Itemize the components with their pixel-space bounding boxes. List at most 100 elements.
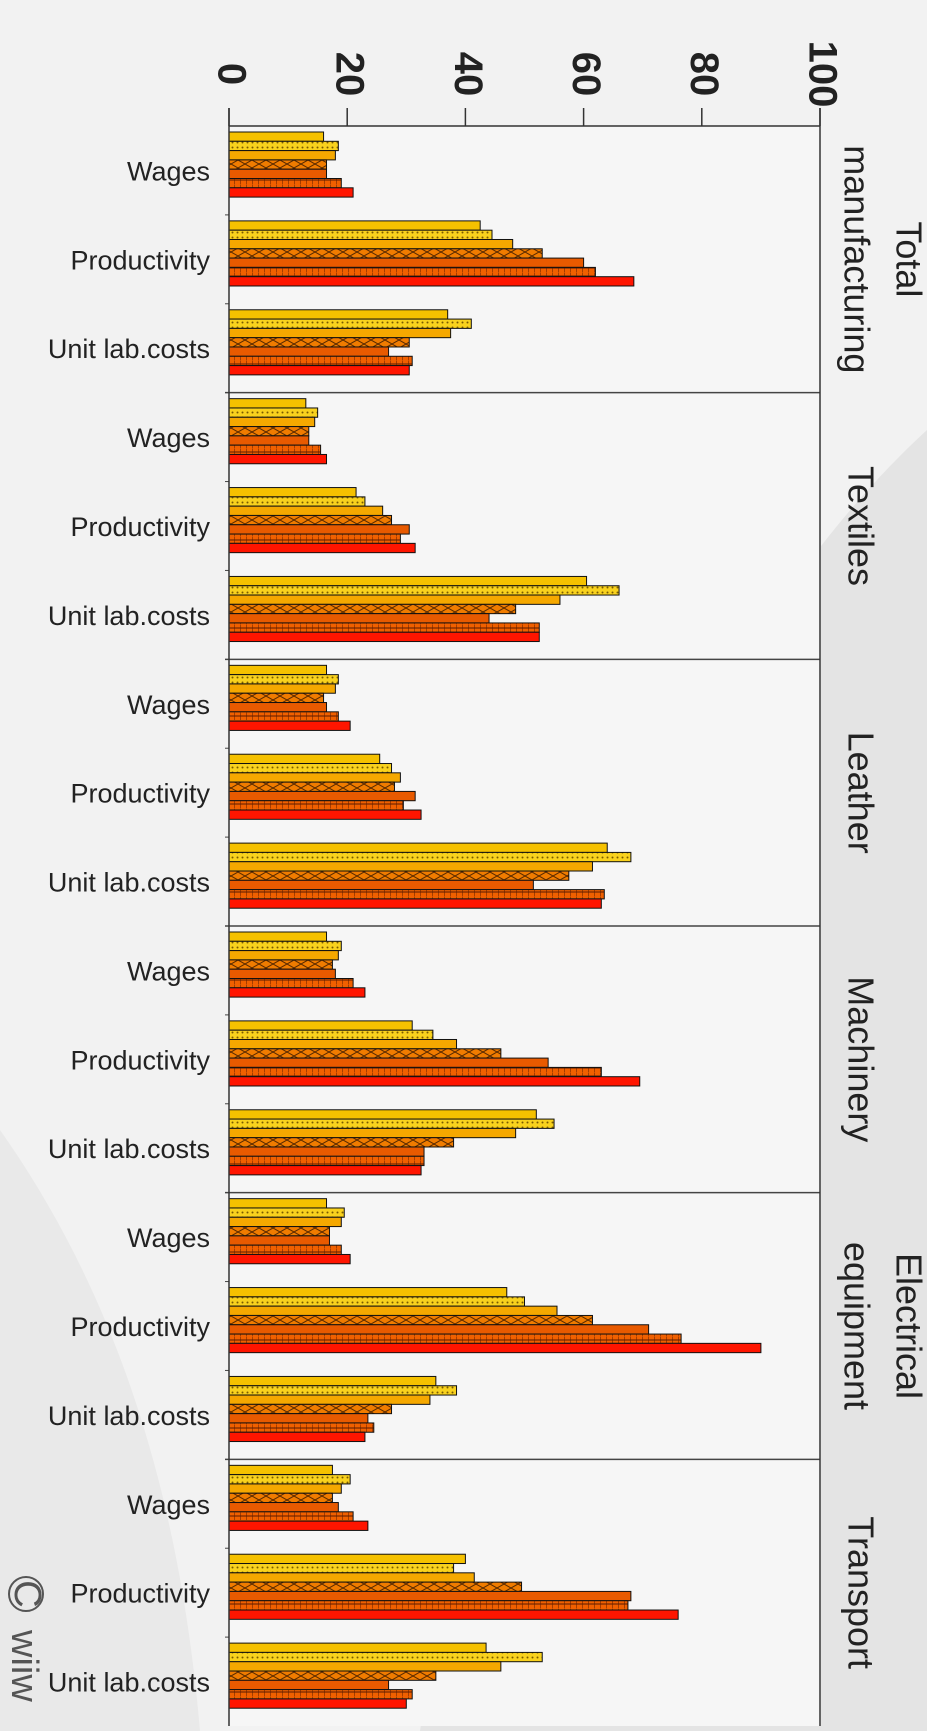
bar: [228, 505, 384, 516]
bar: [228, 168, 328, 179]
bar: [228, 674, 339, 685]
bar: [228, 1403, 393, 1415]
metric-label: Productivity: [70, 512, 210, 542]
bar: [228, 1207, 345, 1218]
bar: [228, 398, 307, 409]
bar: [228, 1333, 682, 1344]
bar: [228, 1422, 375, 1433]
bar: [228, 1137, 455, 1148]
bar: [228, 1048, 502, 1059]
bar: [228, 257, 585, 268]
metric-label: Unit lab.costs: [48, 868, 210, 898]
bar: [228, 959, 333, 970]
bar: [228, 851, 632, 863]
bar: [228, 692, 325, 704]
bar: [228, 585, 620, 596]
bar: [228, 898, 602, 909]
tick-label: 100: [800, 41, 844, 108]
bar: [228, 1296, 525, 1307]
bar: [228, 809, 422, 820]
bar: [228, 1385, 458, 1396]
bar: [228, 1464, 333, 1476]
bar: [228, 1235, 330, 1246]
metric-label: Wages: [127, 156, 210, 186]
bar: [228, 1118, 555, 1129]
bar: [228, 159, 328, 170]
bar: [228, 416, 316, 428]
bar: [228, 1502, 339, 1513]
bar: [228, 1057, 549, 1068]
metric-label: Productivity: [70, 1312, 210, 1342]
bar: [228, 1600, 629, 1611]
sector-label: Total: [888, 221, 927, 297]
metric-bars: [228, 1642, 543, 1709]
metric-label: Productivity: [70, 1579, 210, 1609]
bar: [228, 318, 472, 329]
bar: [228, 178, 342, 189]
bar: [228, 1553, 466, 1565]
sector-label: manufacturing: [836, 145, 877, 373]
metric-label: Wages: [127, 1223, 210, 1253]
metric-label: Unit lab.costs: [48, 1668, 210, 1698]
metric-label: Wages: [127, 690, 210, 720]
bar: [228, 790, 416, 802]
bar: [228, 1572, 475, 1583]
bar: [228, 1253, 351, 1265]
watermark: C wiiw: [3, 1576, 48, 1702]
bar: [228, 800, 404, 811]
bar: [228, 842, 608, 853]
bar: [228, 533, 401, 544]
metric-bars: [228, 1464, 369, 1531]
bar: [228, 1165, 422, 1176]
bar: [228, 1287, 508, 1298]
sector-label: equipment: [836, 1242, 877, 1410]
sector-label: Leather: [840, 732, 881, 854]
metric-label: Productivity: [70, 779, 210, 809]
bar: [228, 1679, 390, 1691]
bar: [228, 720, 351, 731]
bar: [228, 950, 339, 961]
bar: [228, 1698, 407, 1709]
bar: [228, 603, 517, 615]
bar: [228, 711, 339, 722]
bar: [228, 1342, 762, 1354]
bar: [228, 763, 393, 774]
copyright-circle-icon: [8, 1576, 44, 1612]
watermark-text: wiiw: [3, 1629, 45, 1702]
metric-bars: [228, 1287, 762, 1354]
bar: [228, 1474, 351, 1485]
bar: [228, 631, 540, 643]
bar: [228, 1109, 537, 1120]
bar: [228, 781, 395, 792]
bar: [228, 1413, 369, 1424]
copyright-symbol: C: [6, 1580, 48, 1607]
bar: [228, 1670, 437, 1681]
bar: [228, 1394, 431, 1405]
sector-group: [228, 1464, 679, 1709]
bar: [228, 1226, 330, 1237]
bar: [228, 1038, 458, 1050]
bar: [228, 987, 366, 998]
watermark-arc-left: [0, 1130, 200, 1731]
bar: [228, 968, 336, 980]
bar: [228, 1661, 502, 1672]
bar: [228, 238, 514, 250]
bar: [228, 1324, 650, 1335]
bar: [228, 365, 410, 376]
tick-label: 40: [446, 52, 490, 97]
sector-label: Machinery: [840, 976, 881, 1142]
bar: [228, 1590, 632, 1602]
bar: [228, 346, 390, 357]
bar: [228, 931, 328, 942]
bar: [228, 594, 561, 605]
bar: [228, 683, 336, 694]
bar: [228, 1651, 543, 1663]
metric-bars: [228, 753, 422, 820]
bar: [228, 426, 310, 437]
bar: [228, 453, 328, 465]
metric-label: Wages: [127, 956, 210, 986]
sector-group: [228, 664, 632, 909]
bar: [228, 1020, 413, 1031]
